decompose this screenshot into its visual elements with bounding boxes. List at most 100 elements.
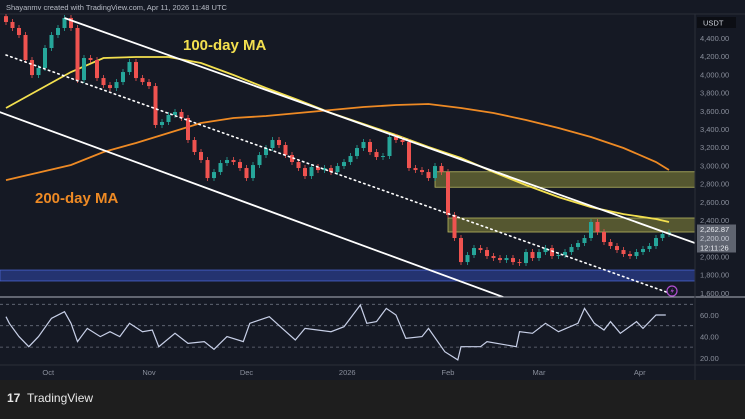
candle-body: [329, 168, 333, 173]
candle: [439, 163, 444, 176]
candle: [524, 249, 528, 267]
candle: [238, 159, 242, 172]
ma200-label: 200-day MA: [35, 190, 119, 207]
candle: [550, 245, 554, 260]
candle-body: [413, 168, 418, 171]
candle: [478, 245, 483, 254]
candle-body: [134, 62, 138, 79]
price-tick-label: 3,600.00: [700, 107, 729, 116]
candle-body: [49, 34, 54, 49]
price-tick-label: 2,800.00: [700, 180, 729, 189]
rsi-tick-label: 20.00: [700, 354, 719, 363]
candle: [199, 149, 203, 164]
candle-body: [433, 166, 437, 179]
candle-body: [374, 152, 379, 158]
price-tick-label: 2,200.00: [700, 234, 729, 243]
candle: [121, 69, 125, 86]
candle-body: [582, 238, 587, 244]
candle-body: [543, 248, 548, 253]
candle-body: [140, 78, 145, 83]
price-tick-label: 4,200.00: [700, 52, 729, 61]
candle: [530, 249, 535, 262]
candle-body: [602, 232, 606, 243]
candle-body: [199, 152, 203, 161]
candle: [160, 118, 164, 128]
price-tick-label: 4,400.00: [700, 34, 729, 43]
candle-body: [517, 262, 522, 264]
candle: [446, 169, 450, 218]
candle-body: [303, 168, 307, 177]
candle-body: [127, 62, 132, 73]
candle: [10, 18, 15, 31]
candle: [413, 165, 418, 174]
candle: [277, 137, 281, 149]
candle-body: [478, 248, 483, 251]
candle-body: [595, 222, 600, 233]
currency-badge: [697, 17, 736, 28]
price-tick-label: 2,400.00: [700, 216, 729, 225]
candle-body: [608, 242, 613, 247]
candle: [108, 82, 112, 92]
candle-body: [257, 155, 262, 166]
candle: [62, 14, 67, 31]
rsi-tick-label: 40.00: [700, 332, 719, 341]
candle: [270, 137, 275, 152]
candle: [309, 164, 314, 180]
candle-body: [654, 238, 658, 247]
price-pane[interactable]: [0, 13, 695, 297]
time-tick-label: 2026: [339, 368, 356, 377]
resistance-zone: [434, 171, 695, 188]
candle: [56, 24, 60, 38]
candle: [296, 159, 301, 172]
candle: [244, 165, 249, 182]
price-tick-label: 2,000.00: [700, 252, 729, 261]
time-tick-label: Dec: [240, 368, 254, 377]
candle-body: [244, 168, 249, 179]
candle-body: [322, 168, 327, 171]
rsi-pane[interactable]: [0, 303, 695, 361]
candle-body: [192, 140, 197, 153]
candle: [303, 165, 307, 180]
candle-body: [465, 255, 470, 263]
candle: [153, 83, 158, 128]
candle: [166, 111, 171, 125]
candle: [361, 139, 366, 152]
candle-body: [173, 111, 177, 115]
tradingview-logo[interactable]: 17 TradingView: [7, 391, 93, 405]
candle: [472, 245, 476, 259]
candle: [355, 145, 359, 160]
candle-body: [660, 234, 665, 239]
candle-body: [88, 58, 93, 61]
candle: [75, 24, 80, 84]
lightning-icon[interactable]: [666, 285, 678, 297]
support-zone: [0, 269, 695, 282]
price-tick-label: 3,800.00: [700, 89, 729, 98]
time-tick-label: Nov: [142, 368, 156, 377]
candle-body: [186, 117, 190, 141]
time-tick-label: Feb: [442, 368, 455, 377]
countdown-value: 12:11:26: [700, 244, 729, 253]
candle-body: [296, 162, 301, 169]
candle-body: [530, 252, 535, 259]
candle-body: [407, 142, 411, 169]
candle-body: [316, 167, 320, 171]
candle-body: [238, 162, 242, 169]
candle: [628, 251, 632, 260]
candle: [660, 231, 665, 242]
time-tick-label: Apr: [634, 368, 646, 377]
last-price-badge: [697, 224, 736, 253]
candle: [517, 259, 522, 267]
candle: [329, 165, 333, 176]
price-tick-label: 3,000.00: [700, 161, 729, 170]
candle-body: [511, 258, 515, 263]
candle: [368, 139, 372, 156]
candle: [147, 79, 151, 90]
candle-body: [166, 114, 171, 122]
candle: [205, 157, 210, 182]
candle-body: [504, 258, 509, 261]
candle-body: [153, 86, 158, 125]
candle: [95, 57, 99, 82]
channel-line: [64, 17, 695, 244]
candle: [231, 157, 236, 166]
